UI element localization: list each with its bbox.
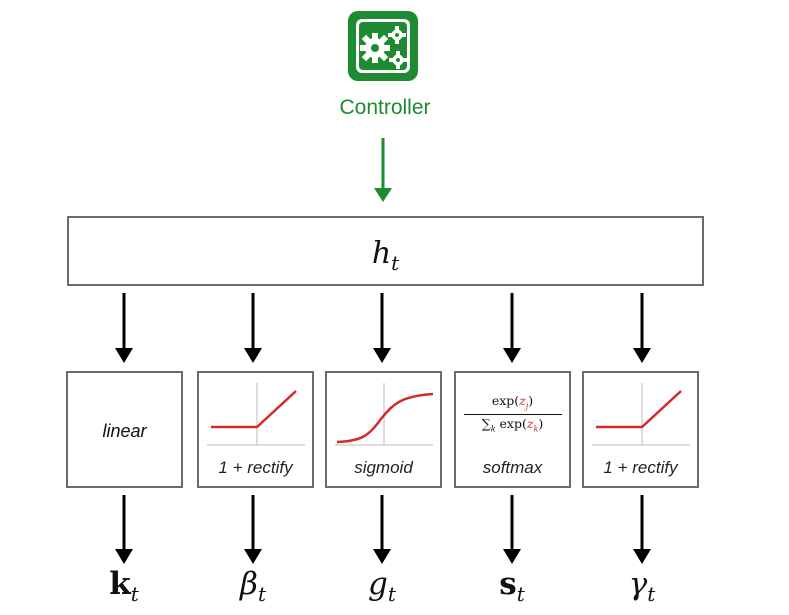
function-box-rectify-beta: 1 + rectify xyxy=(197,371,314,488)
hidden-state-box: ht xyxy=(67,216,704,286)
rectify-plot xyxy=(592,383,690,446)
output-beta: βt xyxy=(240,566,266,607)
arrows-to-outputs xyxy=(122,495,644,552)
hidden-state-label: ht xyxy=(371,236,400,275)
arrowheads-to-outputs xyxy=(115,549,651,564)
function-box-softmax: exp(zj) ∑k exp(zk) softmax xyxy=(454,371,571,488)
rectify-plot xyxy=(207,383,305,446)
arrowheads-to-functions xyxy=(115,348,651,363)
gears-icon xyxy=(348,11,418,81)
function-box-sigmoid: sigmoid xyxy=(325,371,442,488)
arrows-to-functions xyxy=(122,293,644,351)
linear-label: linear xyxy=(102,421,147,441)
function-caption: 1 + rectify xyxy=(603,458,678,477)
sigmoid-plot xyxy=(335,383,434,446)
controller-label: Controller xyxy=(339,96,431,119)
controller-arrow xyxy=(374,138,392,202)
output-shift: st xyxy=(499,566,525,607)
function-box-linear: linear xyxy=(66,371,183,488)
function-caption: sigmoid xyxy=(354,458,413,477)
softmax-formula: exp(zj) ∑k exp(zk) xyxy=(456,394,569,433)
output-gamma: γt xyxy=(628,566,656,607)
function-box-rectify-gamma: 1 + rectify xyxy=(582,371,699,488)
output-gate: gt xyxy=(368,566,396,607)
function-caption: softmax xyxy=(482,458,543,477)
function-caption: 1 + rectify xyxy=(218,458,293,477)
output-key: kt xyxy=(109,566,139,607)
